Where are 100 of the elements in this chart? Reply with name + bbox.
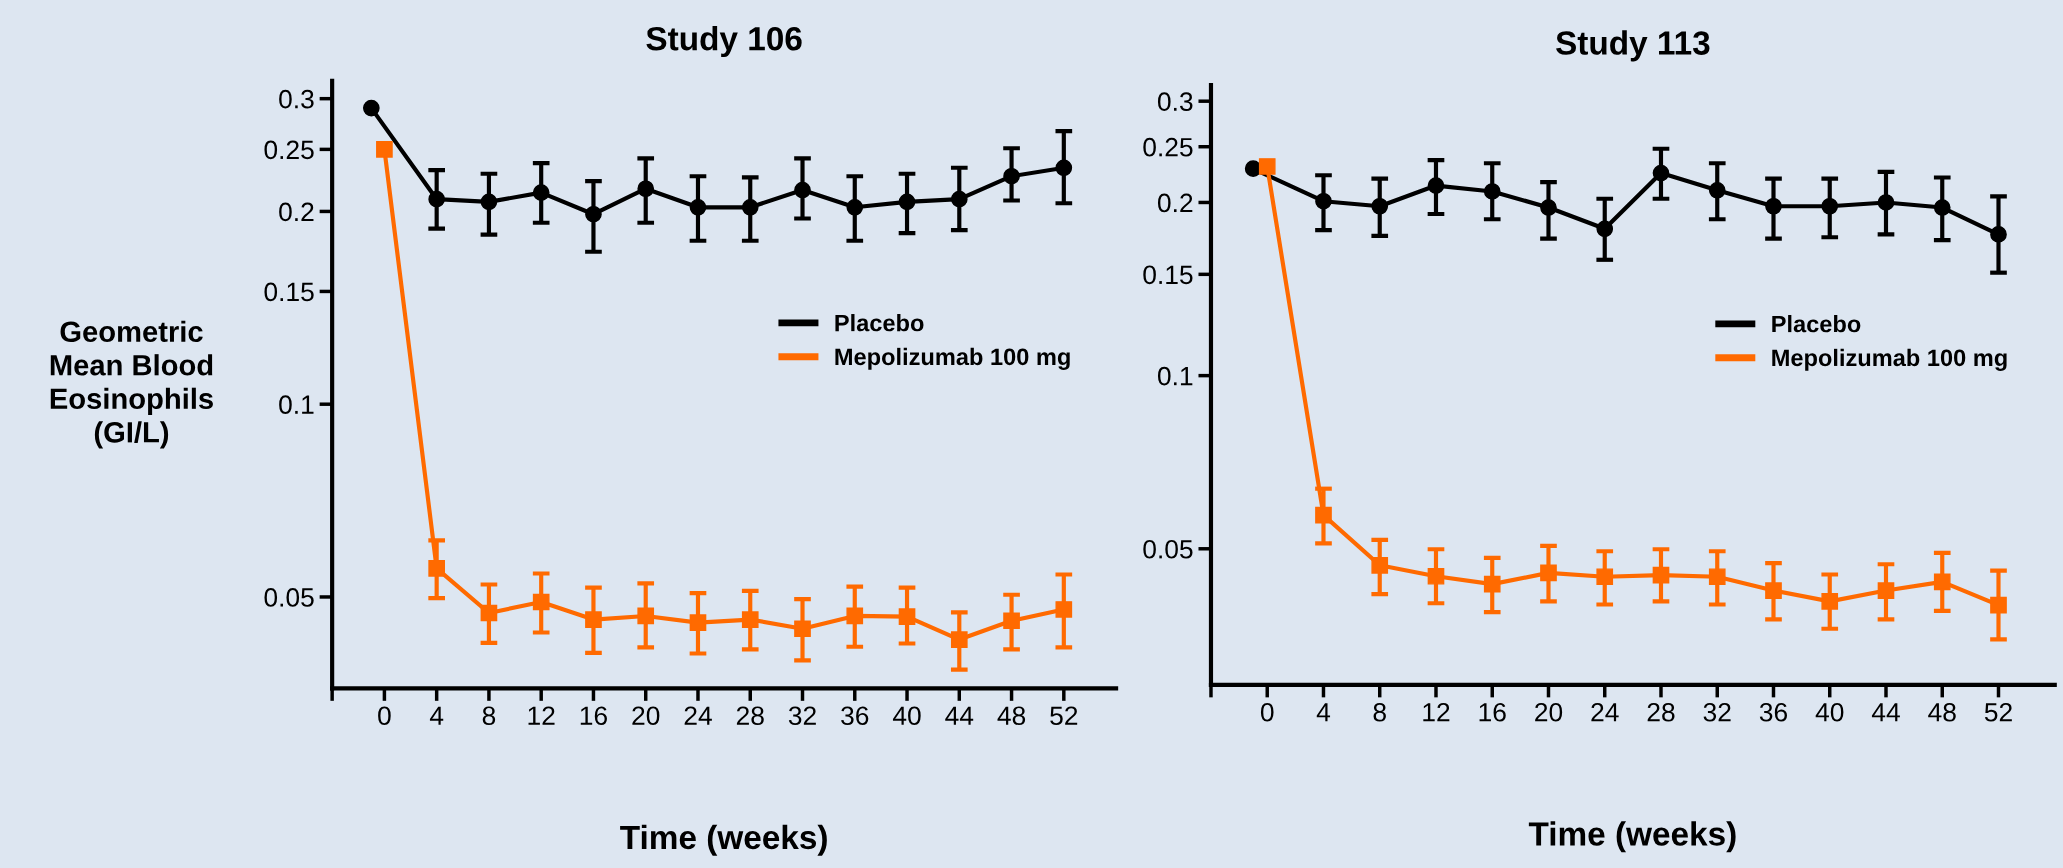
x-tick-label: 40 <box>892 706 921 726</box>
x-tick-label: 32 <box>1703 702 1731 722</box>
point <box>480 193 498 211</box>
point <box>689 198 707 216</box>
x-tick-label: 16 <box>1479 702 1506 722</box>
point <box>794 181 811 199</box>
y-tick-label: 0.2 <box>279 202 314 222</box>
y-tick-label: 0.3 <box>1157 92 1193 112</box>
point <box>532 184 550 201</box>
point <box>1596 568 1614 586</box>
y-tick-label: 0.3 <box>279 89 314 109</box>
y-tick-label: 0.25 <box>1143 137 1193 157</box>
point <box>1540 564 1557 582</box>
point <box>1821 197 1839 215</box>
x-tick-label: 12 <box>528 706 555 725</box>
point <box>637 607 655 625</box>
x-tick-label: 24 <box>684 706 712 725</box>
point <box>637 180 655 198</box>
x-tick-label: 28 <box>1647 702 1675 722</box>
point <box>1055 159 1073 177</box>
point <box>1990 226 2007 243</box>
point <box>1483 183 1501 200</box>
point <box>1708 181 1726 199</box>
point <box>480 604 498 622</box>
point <box>1315 192 1332 210</box>
x-axis-title: Time (weeks) <box>620 824 827 856</box>
point <box>1540 199 1557 216</box>
legend-label: Mepolizumab 100 mg <box>1772 348 2007 371</box>
legend-label: Placebo <box>835 314 924 332</box>
point <box>950 631 968 648</box>
point <box>1933 199 1951 216</box>
x-tick-label: 12 <box>1423 702 1450 722</box>
point <box>1765 582 1782 599</box>
x-tick-label: 20 <box>1535 702 1563 722</box>
x-tick-label: 4 <box>1316 703 1331 722</box>
point <box>428 560 446 577</box>
x-tick-label: 4 <box>429 706 444 725</box>
point <box>585 205 602 223</box>
chart-title: Study 106 <box>646 26 802 58</box>
point <box>1427 567 1445 585</box>
x-tick-label: 52 <box>1050 706 1078 726</box>
x-tick-label: 48 <box>997 706 1026 726</box>
x-tick-label: 52 <box>1984 702 2012 722</box>
point <box>1821 593 1839 610</box>
y-tick-label: 0.15 <box>1143 265 1193 285</box>
point <box>689 614 707 631</box>
x-tick-label: 48 <box>1928 702 1956 722</box>
x-tick-label: 8 <box>482 706 496 726</box>
legend-label: Mepolizumab 100 mg <box>835 347 1070 370</box>
point <box>1596 220 1614 238</box>
y-tick-label: 0.1 <box>1157 366 1193 386</box>
point <box>585 611 602 628</box>
x-tick-label: 20 <box>632 706 660 726</box>
point <box>1244 160 1262 177</box>
point <box>1708 568 1726 586</box>
point <box>1055 601 1073 618</box>
point <box>794 620 811 638</box>
point <box>1877 194 1895 211</box>
y-tick-label: 0.05 <box>264 588 314 607</box>
point <box>1003 612 1020 630</box>
y-tick-label: 0.05 <box>1143 539 1193 559</box>
point <box>898 193 916 211</box>
point <box>1371 197 1389 215</box>
point <box>1990 596 2007 614</box>
point <box>741 611 759 628</box>
point <box>532 593 550 611</box>
x-tick-label: 36 <box>841 706 869 726</box>
point <box>1652 164 1670 182</box>
point <box>1877 582 1895 599</box>
point <box>846 198 864 216</box>
point <box>1933 573 1951 591</box>
point <box>1765 197 1782 215</box>
y-tick-label: 0.25 <box>264 140 314 160</box>
point <box>376 141 393 158</box>
x-tick-label: 0 <box>378 706 391 726</box>
x-tick-label: 8 <box>1373 702 1386 722</box>
point <box>950 190 968 208</box>
point <box>846 607 864 625</box>
point <box>1003 167 1020 185</box>
x-tick-label: 16 <box>580 706 607 726</box>
x-tick-label: 28 <box>736 706 764 726</box>
x-tick-label: 44 <box>1871 703 1900 722</box>
point <box>1258 158 1276 175</box>
point <box>1371 556 1389 574</box>
y-axis-title: Geometric Mean Blood Eosinophils (GI/L) <box>50 320 213 449</box>
point <box>1315 506 1332 524</box>
x-tick-label: 24 <box>1591 702 1619 722</box>
x-tick-label: 0 <box>1260 702 1274 722</box>
x-tick-label: 36 <box>1759 702 1788 722</box>
y-tick-label: 0.2 <box>1157 193 1193 213</box>
point <box>741 198 759 216</box>
point <box>363 99 380 117</box>
legend-label: Placebo <box>1772 315 1861 333</box>
point <box>1483 575 1501 593</box>
y-tick-label: 0.1 <box>279 395 314 415</box>
x-tick-label: 32 <box>788 706 816 726</box>
y-tick-label: 0.15 <box>264 282 314 302</box>
chart-title: Study 113 <box>1556 30 1710 62</box>
x-tick-label: 44 <box>945 706 974 725</box>
point <box>898 608 916 625</box>
